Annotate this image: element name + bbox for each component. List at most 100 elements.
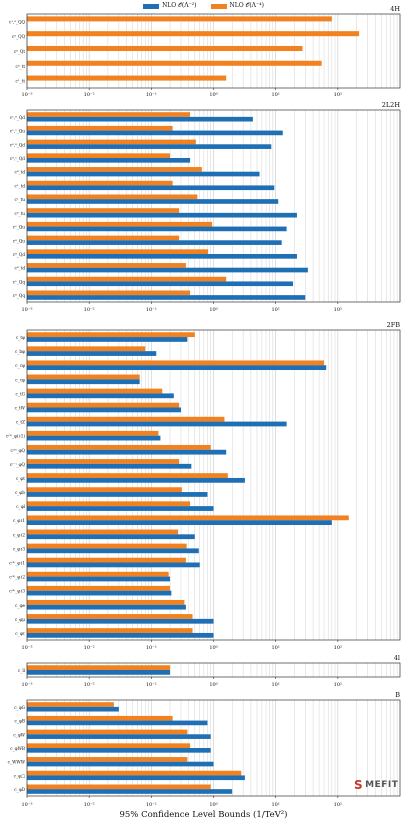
tick-label: 10⁻¹ xyxy=(146,682,157,688)
panel-title: 2FB xyxy=(387,321,401,329)
category-label: c⁸_td xyxy=(15,266,26,271)
category-label: c⁽³⁾_φℓ3 xyxy=(9,589,25,594)
bar-nlo4 xyxy=(27,715,173,721)
tick-label: 10⁻¹ xyxy=(146,645,157,651)
category-label: c_φG xyxy=(14,705,25,710)
bar-nlo4 xyxy=(27,180,173,186)
bar-nlo4 xyxy=(27,60,322,66)
bar-nlo2 xyxy=(27,393,174,399)
panel-title: 4l xyxy=(394,654,400,662)
bar-nlo4 xyxy=(27,16,332,22)
bar-nlo2 xyxy=(27,407,181,413)
bar-nlo4 xyxy=(27,221,213,227)
bar-nlo4 xyxy=(27,614,193,619)
bar-nlo4 xyxy=(27,402,180,408)
bar-nlo2 xyxy=(27,748,211,753)
bar-nlo2 xyxy=(27,435,161,441)
category-label: c_φW xyxy=(13,732,25,737)
legend-label-nlo4: NLO 𝒪(Λ⁻⁴) xyxy=(229,2,264,9)
panel-B: c_φG c_φB c_φW c_φWB c_WWW c_φ□ c_φD B 10⁻³ 10⁻² 1… xyxy=(8,691,401,808)
bar-nlo4 xyxy=(27,529,179,535)
tick-label: 10⁻² xyxy=(84,682,95,688)
category-label: c_φμ xyxy=(15,617,25,622)
panel-title: 4H xyxy=(390,5,400,13)
bar-nlo4 xyxy=(27,263,186,268)
category-label: c¹_Qq xyxy=(13,279,26,284)
bar-nlo4 xyxy=(27,599,185,605)
category-label: c¹,¹_Qu xyxy=(10,129,26,134)
bar-nlo4 xyxy=(27,194,198,200)
bar-nlo2 xyxy=(27,295,306,300)
bar-nlo2 xyxy=(27,212,297,218)
bar-nlo4 xyxy=(27,702,114,707)
bar-nlo4 xyxy=(27,784,211,790)
category-label: c_WWW xyxy=(8,760,26,765)
tick-label: 10⁻³ xyxy=(21,802,32,808)
bar-nlo4 xyxy=(27,125,173,131)
category-label: c⁽³⁾_φℓ1 xyxy=(9,561,25,566)
tick-label: 10⁰ xyxy=(209,802,217,808)
bar-nlo4 xyxy=(27,571,169,577)
bar-nlo4 xyxy=(27,444,211,450)
category-label: c_φℓ3 xyxy=(13,546,25,551)
category-label: c¹_td xyxy=(15,183,26,188)
bar-nlo2 xyxy=(27,618,214,624)
bar-nlo4 xyxy=(27,515,349,521)
tick-label: 10⁻² xyxy=(84,802,95,808)
category-label: c_φWB xyxy=(10,746,25,751)
bar-nlo2 xyxy=(27,576,171,582)
bar-nlo4 xyxy=(27,430,159,436)
tick-label: 10⁰ xyxy=(209,645,217,651)
tick-label: 10⁰ xyxy=(209,92,217,98)
legend: NLO 𝒪(Λ⁻²) NLO 𝒪(Λ⁻⁴) xyxy=(0,1,407,11)
bar-nlo2 xyxy=(27,240,282,245)
category-label: c⁸_tu xyxy=(15,211,26,216)
bar-nlo2 xyxy=(27,604,186,610)
bar-nlo2 xyxy=(27,199,279,204)
tick-label: 10⁻² xyxy=(84,307,95,313)
bar-nlo4 xyxy=(27,153,171,158)
category-label: c_φ□ xyxy=(14,773,25,778)
bar-nlo4 xyxy=(27,757,188,762)
category-label: c_tW xyxy=(15,406,26,411)
category-label: c¹_tt xyxy=(16,79,26,84)
category-label: c⁸_Qd xyxy=(13,252,26,257)
bar-nlo2 xyxy=(27,492,208,497)
tick-label: 10² xyxy=(334,92,342,98)
bar-nlo2 xyxy=(27,520,332,526)
tick-label: 10⁻² xyxy=(84,92,95,98)
category-label: c_φℓ2 xyxy=(13,532,25,537)
bar-nlo4 xyxy=(27,276,227,282)
bar-nlo4 xyxy=(27,543,187,549)
bar-nlo4 xyxy=(27,459,180,464)
bar-nlo4 xyxy=(27,346,146,352)
logo-s-icon: S xyxy=(354,778,364,792)
category-label: c⁸,¹_Qd xyxy=(10,156,26,161)
bar-nlo2 xyxy=(27,351,157,356)
bar-nlo2 xyxy=(27,365,327,371)
x-axis-title: 95% Confidence Level Bounds (1/TeV²) xyxy=(119,810,288,820)
logo-text: MEFIT xyxy=(365,780,399,790)
tick-label: 10⁻³ xyxy=(21,682,32,688)
category-label: c_tG xyxy=(16,391,26,396)
bar-nlo2 xyxy=(27,171,260,177)
category-label: c⁸_td xyxy=(15,170,26,175)
category-label: c⁸_Qt xyxy=(14,49,26,54)
bar-nlo4 xyxy=(27,665,171,670)
tick-label: 10² xyxy=(334,307,342,313)
bar-nlo4 xyxy=(27,208,180,213)
category-label: c⁽³⁾_φℓ2 xyxy=(9,575,25,580)
bar-nlo4 xyxy=(27,31,360,37)
panel-2L2H: c¹,⁸_Qd c¹,¹_Qu c⁸,⁸_Qd c⁸,¹_Qd c⁸_td c¹_td c¹… xyxy=(10,101,401,313)
bar-nlo4 xyxy=(27,374,140,380)
tick-label: 10⁻¹ xyxy=(146,802,157,808)
bar-nlo4 xyxy=(27,112,191,117)
tick-label: 10⁻² xyxy=(84,645,95,651)
bar-nlo2 xyxy=(27,477,245,483)
legend-item-nlo2: NLO 𝒪(Λ⁻²) xyxy=(143,1,197,11)
tick-label: 10¹ xyxy=(271,645,279,651)
category-label: c_φτ xyxy=(15,631,25,636)
panel-title: 2L2H xyxy=(382,101,401,109)
bar-nlo2 xyxy=(27,267,308,273)
